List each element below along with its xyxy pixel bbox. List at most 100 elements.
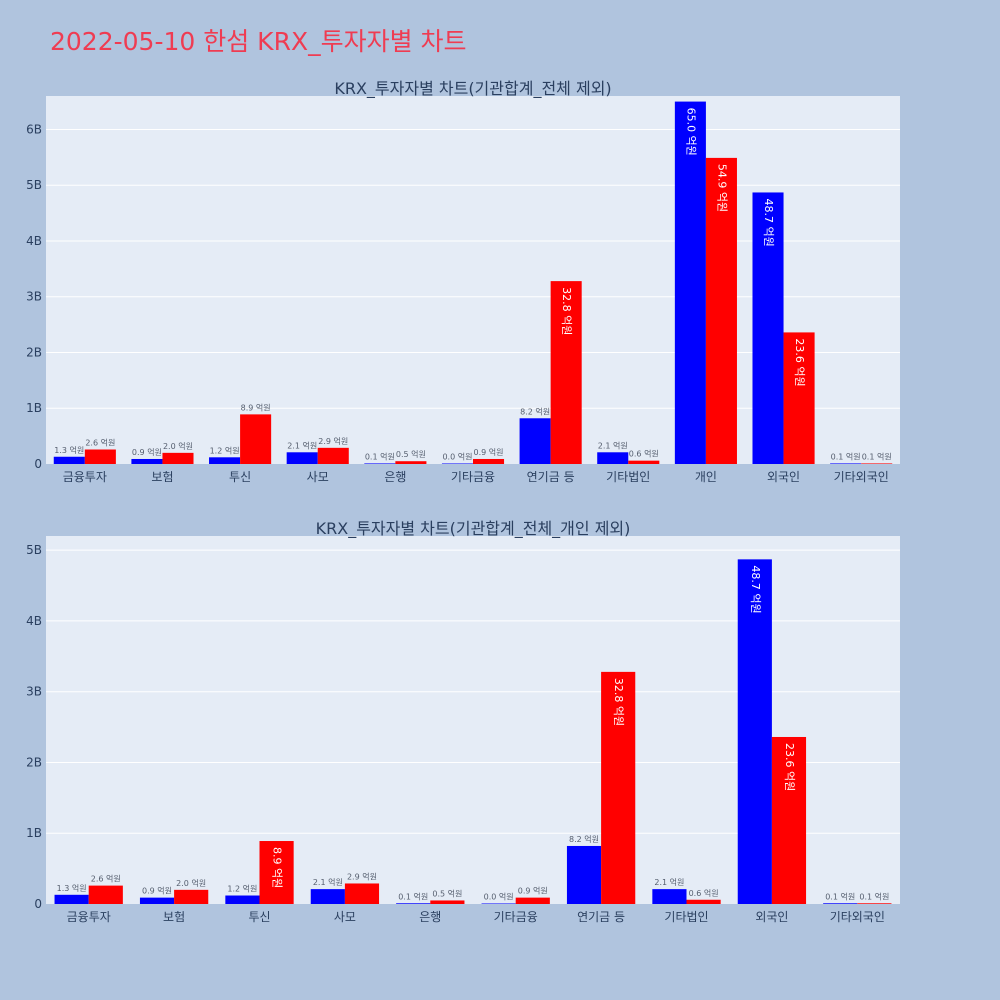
data-label: 2.9 억원	[347, 871, 377, 881]
bar	[54, 894, 89, 904]
x-tick-label: 금융투자	[67, 910, 111, 924]
data-label: 0.9 억원	[518, 886, 548, 896]
data-label: 2.1 억원	[654, 877, 684, 887]
data-label: 0.1 억원	[862, 451, 892, 461]
bar	[519, 418, 551, 464]
y-tick-label: 6B	[26, 122, 42, 136]
data-label: 8.2 억원	[520, 406, 550, 416]
x-tick-label: 연기금 등	[577, 910, 625, 924]
data-label: 0.0 억원	[442, 452, 472, 462]
bar	[783, 332, 815, 464]
y-tick-label: 1B	[26, 826, 42, 840]
data-label: 0.1 억원	[398, 891, 428, 901]
bar	[473, 458, 505, 464]
data-label: 2.9 억원	[318, 436, 348, 446]
data-label: 32.8 억원	[560, 287, 573, 335]
x-tick-label: 개인	[695, 470, 717, 484]
data-label: 0.5 억원	[432, 888, 462, 898]
bar	[686, 899, 721, 904]
y-tick-label: 2B	[26, 755, 42, 769]
bar	[752, 192, 784, 464]
data-label: 48.7 억원	[749, 565, 762, 613]
bar	[396, 903, 431, 904]
bar	[550, 281, 582, 464]
data-label: 0.9 억원	[132, 447, 162, 457]
bar	[441, 463, 473, 464]
data-label: 0.1 억원	[831, 451, 861, 461]
data-label: 0.6 억원	[629, 449, 659, 459]
x-tick-label: 사모	[334, 910, 356, 924]
x-tick-label: 기타금융	[451, 470, 495, 484]
data-label: 2.6 억원	[85, 438, 115, 448]
y-tick-label: 1B	[26, 401, 42, 415]
data-label: 1.3 억원	[57, 883, 87, 893]
bar	[225, 895, 260, 904]
x-tick-label: 투신	[229, 470, 251, 484]
x-tick-label: 연기금 등	[527, 470, 575, 484]
x-tick-label: 기타외국인	[830, 910, 885, 924]
y-tick-label: 5B	[26, 543, 42, 557]
bar	[317, 447, 349, 464]
bar	[601, 671, 636, 904]
bar	[310, 889, 345, 904]
chart-investor-excl-institution-total: 0 1B 2B 3B 4B 5B 6B KRX_투자자별 차트(기관합계_전체 제외) 금융투자…	[26, 79, 900, 484]
bar	[771, 736, 807, 904]
bar	[652, 889, 687, 904]
bar	[174, 889, 209, 904]
x-tick-label: 금융투자	[63, 470, 107, 484]
y-tick-label: 3B	[26, 290, 42, 304]
page-title: 2022-05-10 한섬 KRX_투자자별 차트	[50, 27, 467, 56]
data-label: 32.8 억원	[612, 678, 625, 726]
bar	[597, 452, 629, 464]
data-label: 8.9 억원	[271, 847, 284, 888]
bar	[830, 463, 862, 464]
bar	[628, 460, 660, 464]
data-label: 8.2 억원	[569, 834, 599, 844]
data-label: 0.9 억원	[474, 447, 504, 457]
x-tick-label: 외국인	[755, 910, 788, 924]
data-label: 8.9 억원	[241, 402, 271, 412]
bar	[861, 463, 893, 464]
bar	[84, 449, 116, 464]
data-label: 0.1 억원	[365, 451, 395, 461]
data-label: 2.0 억원	[163, 441, 193, 451]
data-label: 0.6 억원	[689, 888, 719, 898]
bar	[139, 897, 175, 904]
data-label: 65.0 억원	[684, 108, 697, 156]
bar	[344, 883, 380, 904]
y-tick-label: 2B	[26, 345, 42, 359]
chart-title: KRX_투자자별 차트(기관합계_전체 제외)	[334, 79, 611, 99]
x-tick-label: 기타법인	[664, 910, 708, 924]
x-tick-label: 투신	[248, 910, 270, 924]
bar	[131, 458, 163, 464]
bar	[88, 885, 123, 904]
data-label: 0.5 억원	[396, 449, 426, 459]
data-label: 48.7 억원	[762, 198, 775, 246]
y-tick-label: 0	[34, 897, 42, 911]
x-tick-label: 외국인	[767, 470, 800, 484]
bar	[162, 452, 194, 464]
bar	[857, 903, 892, 904]
bar	[515, 897, 550, 904]
data-label: 23.6 억원	[783, 743, 796, 791]
x-tick-label: 사모	[307, 470, 329, 484]
y-tick-label: 0	[34, 457, 42, 471]
data-label: 0.0 억원	[484, 892, 514, 902]
x-tick-label: 보험	[151, 470, 173, 484]
bar	[566, 845, 602, 904]
data-label: 54.9 억원	[715, 164, 728, 212]
x-tick-label: 은행	[384, 469, 406, 484]
data-label: 23.6 억원	[793, 338, 806, 386]
y-tick-label: 3B	[26, 685, 42, 699]
y-tick-label: 4B	[26, 614, 42, 628]
data-label: 2.1 억원	[287, 440, 317, 450]
bar	[209, 457, 241, 464]
data-label: 1.2 억원	[227, 884, 257, 894]
chart-investor-excl-institution-total-and-individual: 0 1B 2B 3B 4B 5B KRX_투자자별 차트(기관합계_전체_개인 제외) 금융투…	[26, 519, 900, 924]
bar	[240, 414, 272, 464]
x-tick-label: 보험	[163, 910, 185, 924]
bar	[364, 463, 396, 464]
y-tick-label: 4B	[26, 234, 42, 248]
data-label: 2.0 억원	[176, 878, 206, 888]
bar	[430, 900, 465, 904]
